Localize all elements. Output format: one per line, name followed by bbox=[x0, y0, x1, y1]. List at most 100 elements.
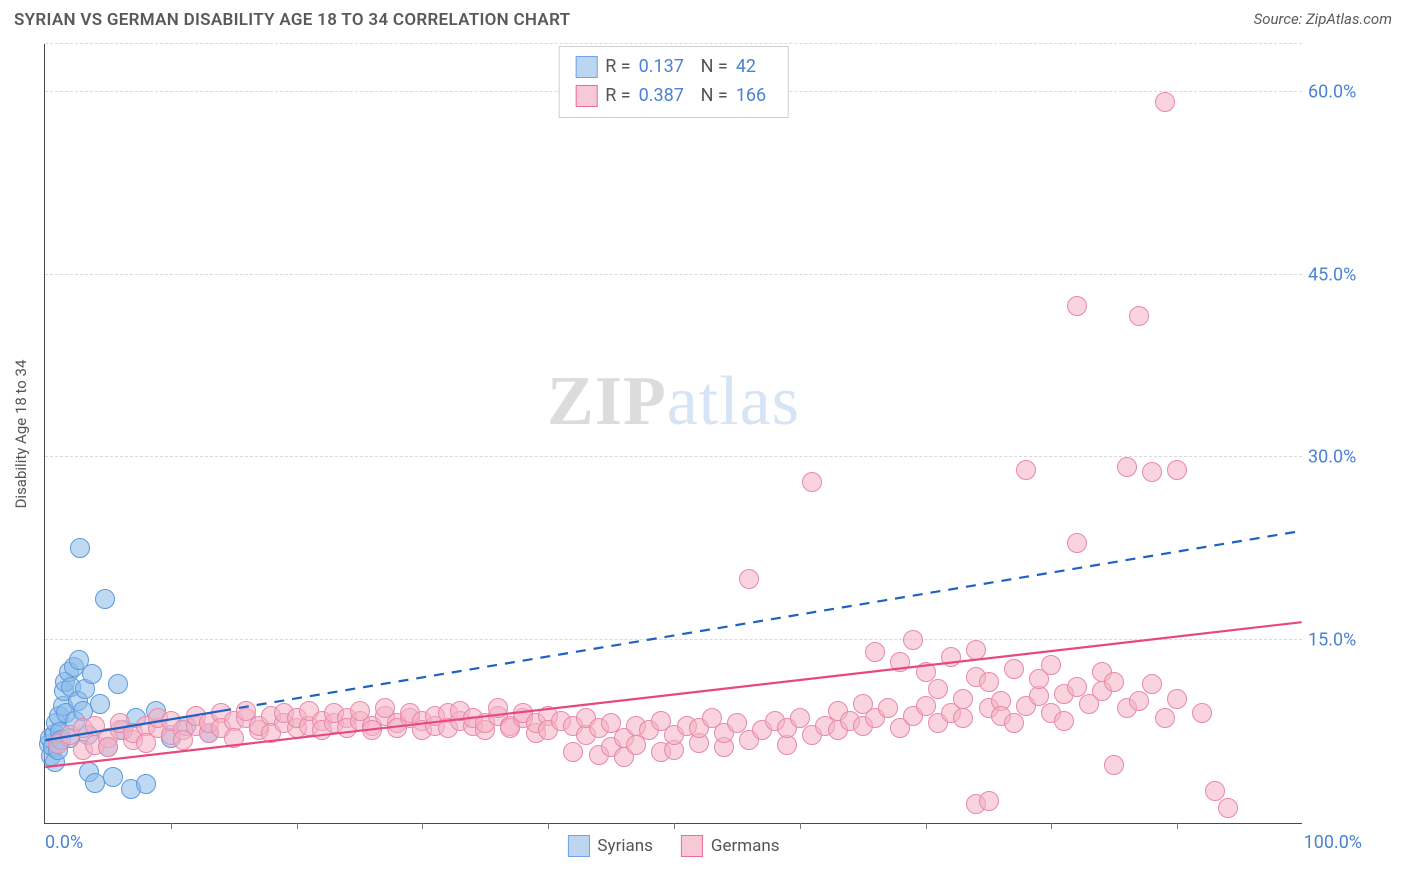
scatter-point bbox=[1004, 659, 1024, 679]
legend-r-label: R = bbox=[605, 53, 630, 82]
scatter-point bbox=[890, 652, 910, 672]
x-minor-tick bbox=[1051, 823, 1052, 829]
scatter-point bbox=[103, 767, 123, 787]
legend-swatch bbox=[567, 835, 589, 857]
scatter-point bbox=[979, 791, 999, 811]
x-minor-tick bbox=[297, 823, 298, 829]
legend-correlation-row: R = 0.137 N = 42 bbox=[575, 53, 772, 82]
scatter-point bbox=[90, 694, 110, 714]
scatter-point bbox=[488, 698, 508, 718]
scatter-point bbox=[563, 742, 583, 762]
scatter-point bbox=[790, 708, 810, 728]
scatter-point bbox=[1129, 306, 1149, 326]
legend-series-item: Syrians bbox=[567, 835, 652, 857]
scatter-point bbox=[903, 630, 923, 650]
x-tick-label: 100.0% bbox=[1304, 832, 1362, 853]
x-minor-tick bbox=[548, 823, 549, 829]
scatter-point bbox=[1067, 533, 1087, 553]
legend-n-value: 166 bbox=[736, 82, 772, 111]
scatter-point bbox=[916, 696, 936, 716]
legend-r-value: 0.387 bbox=[639, 82, 693, 111]
scatter-point bbox=[802, 472, 822, 492]
source-attribution: Source: ZipAtlas.com bbox=[1254, 10, 1392, 28]
scatter-point bbox=[865, 642, 885, 662]
y-tick-label: 15.0% bbox=[1308, 630, 1398, 651]
legend-series-item: Germans bbox=[681, 835, 780, 857]
watermark-zip: ZIP bbox=[547, 363, 667, 440]
scatter-point bbox=[1041, 655, 1061, 675]
x-tick-label: 0.0% bbox=[45, 832, 83, 853]
y-grid-line bbox=[45, 274, 1302, 275]
scatter-point bbox=[941, 647, 961, 667]
scatter-point bbox=[739, 569, 759, 589]
scatter-point bbox=[1029, 686, 1049, 706]
scatter-point bbox=[136, 774, 156, 794]
scatter-point bbox=[1167, 460, 1187, 480]
scatter-point bbox=[916, 662, 936, 682]
x-minor-tick bbox=[926, 823, 927, 829]
scatter-point bbox=[979, 672, 999, 692]
y-tick-label: 30.0% bbox=[1308, 447, 1398, 468]
y-tick-label: 60.0% bbox=[1308, 81, 1398, 102]
scatter-point bbox=[953, 689, 973, 709]
scatter-point bbox=[777, 735, 797, 755]
scatter-point bbox=[1016, 460, 1036, 480]
legend-swatch bbox=[681, 835, 703, 857]
scatter-point bbox=[1104, 672, 1124, 692]
x-minor-tick bbox=[674, 823, 675, 829]
legend-n-value: 42 bbox=[736, 53, 772, 82]
scatter-point bbox=[1104, 755, 1124, 775]
scatter-point bbox=[1205, 781, 1225, 801]
x-minor-tick bbox=[800, 823, 801, 829]
scatter-point bbox=[1192, 703, 1212, 723]
legend-correlation-row: R = 0.387 N = 166 bbox=[575, 82, 772, 111]
scatter-point bbox=[1117, 457, 1137, 477]
scatter-point bbox=[70, 538, 90, 558]
scatter-point bbox=[1142, 674, 1162, 694]
legend-swatch bbox=[575, 85, 597, 107]
x-minor-tick bbox=[1177, 823, 1178, 829]
scatter-point bbox=[82, 664, 102, 684]
scatter-point bbox=[1054, 711, 1074, 731]
scatter-point bbox=[1155, 92, 1175, 112]
legend-series: Syrians Germans bbox=[567, 835, 779, 857]
scatter-point bbox=[1142, 462, 1162, 482]
y-grid-line bbox=[45, 639, 1302, 640]
chart-title: SYRIAN VS GERMAN DISABILITY AGE 18 TO 34… bbox=[14, 10, 570, 30]
legend-r-label: R = bbox=[605, 82, 630, 111]
scatter-point bbox=[108, 674, 128, 694]
y-tick-label: 45.0% bbox=[1308, 264, 1398, 285]
scatter-point bbox=[878, 698, 898, 718]
scatter-point bbox=[224, 728, 244, 748]
scatter-point bbox=[1167, 689, 1187, 709]
watermark: ZIPatlas bbox=[547, 362, 800, 442]
x-minor-tick bbox=[422, 823, 423, 829]
legend-n-label: N = bbox=[701, 82, 728, 111]
watermark-atlas: atlas bbox=[667, 363, 800, 440]
scatter-point bbox=[928, 679, 948, 699]
scatter-point bbox=[1155, 708, 1175, 728]
scatter-point bbox=[1067, 677, 1087, 697]
x-minor-tick bbox=[171, 823, 172, 829]
scatter-point bbox=[95, 589, 115, 609]
y-grid-line bbox=[45, 456, 1302, 457]
scatter-point bbox=[1004, 713, 1024, 733]
scatter-point bbox=[1129, 691, 1149, 711]
scatter-point bbox=[1218, 798, 1238, 818]
legend-swatch bbox=[575, 56, 597, 78]
legend-series-label: Germans bbox=[711, 836, 780, 856]
scatter-point bbox=[98, 737, 118, 757]
scatter-point bbox=[1067, 296, 1087, 316]
y-grid-line bbox=[45, 43, 1302, 44]
scatter-point bbox=[727, 713, 747, 733]
legend-series-label: Syrians bbox=[597, 836, 652, 856]
scatter-point bbox=[953, 708, 973, 728]
syrians-trend-dashed bbox=[221, 531, 1301, 711]
legend-n-label: N = bbox=[701, 53, 728, 82]
y-axis-label: Disability Age 18 to 34 bbox=[12, 359, 30, 508]
legend-r-value: 0.137 bbox=[639, 53, 693, 82]
chart-header: SYRIAN VS GERMAN DISABILITY AGE 18 TO 34… bbox=[0, 0, 1406, 36]
scatter-point bbox=[966, 640, 986, 660]
legend-correlation-box: R = 0.137 N = 42 R = 0.387 N = 166 bbox=[558, 46, 789, 118]
scatter-chart: ZIPatlas Disability Age 18 to 34 R =0.13… bbox=[44, 44, 1302, 824]
